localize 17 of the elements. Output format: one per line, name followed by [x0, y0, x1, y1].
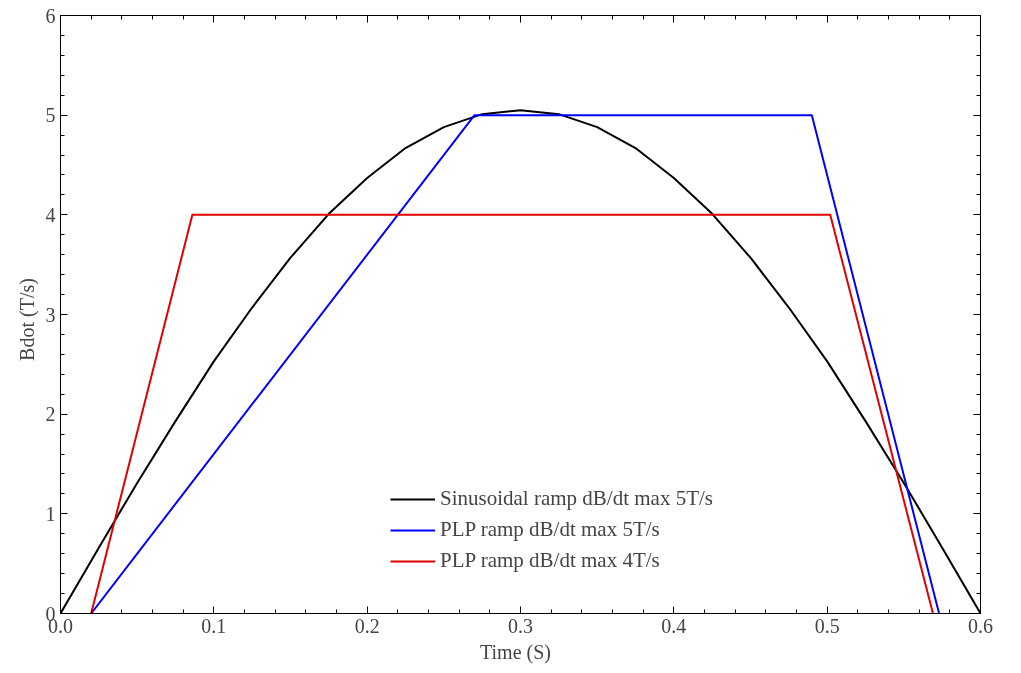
x-tick-label: 0.3 [508, 614, 533, 637]
y-tick-label: 4 [45, 203, 56, 226]
x-axis-title: Time (S) [480, 640, 551, 664]
legend-label: Sinusoidal ramp dB/dt max 5T/s [440, 486, 713, 511]
y-axis-title: Bdot (T/s) [15, 278, 39, 361]
x-tick-label: 0.4 [661, 614, 687, 637]
x-tick-label: 0.6 [968, 614, 993, 637]
x-tick-label: 0.2 [354, 614, 380, 637]
x-tick-label: 0.1 [201, 614, 227, 637]
x-tick-label: 0.5 [814, 614, 840, 637]
y-tick-label: 6 [45, 4, 56, 27]
legend-label: PLP ramp dB/dt max 4T/s [440, 548, 660, 573]
y-tick-label: 3 [45, 303, 56, 326]
y-tick-label: 5 [45, 104, 56, 127]
y-tick-label: 1 [45, 502, 56, 525]
legend-label: PLP ramp dB/dt max 5T/s [440, 517, 660, 542]
y-tick-label: 2 [45, 403, 56, 426]
